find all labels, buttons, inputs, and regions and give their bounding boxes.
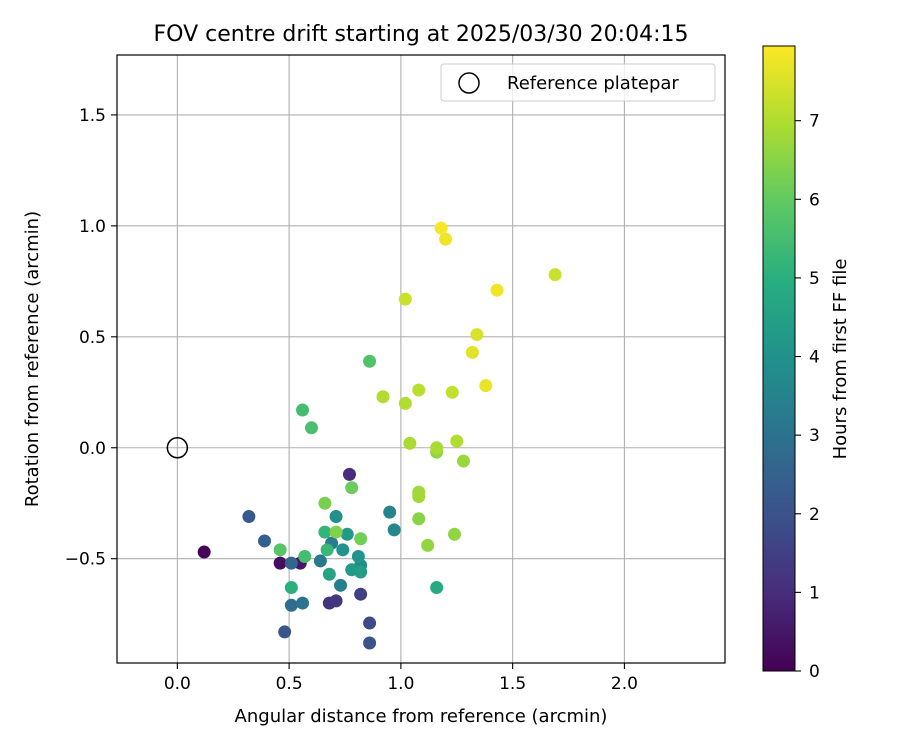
data-point <box>322 567 336 581</box>
data-point <box>398 396 412 410</box>
reference-platepar-marker <box>166 437 189 459</box>
colorbar-ticks: 0 1 2 3 4 5 6 7 <box>795 112 820 682</box>
data-point <box>450 434 464 448</box>
data-point <box>318 525 332 539</box>
data-point <box>470 328 484 342</box>
data-point <box>412 383 426 397</box>
data-point <box>465 345 479 359</box>
data-point <box>363 354 377 368</box>
data-point <box>242 510 256 524</box>
plot-frame <box>116 54 726 664</box>
data-point <box>298 549 312 563</box>
data-point <box>284 556 298 570</box>
data-point <box>434 221 448 235</box>
colorbar-tick-label: 1 <box>809 583 820 603</box>
data-point <box>354 587 368 601</box>
legend: Reference platepar <box>440 63 716 102</box>
data-point <box>296 403 310 417</box>
data-point <box>445 385 459 399</box>
data-point <box>354 532 368 546</box>
data-point <box>273 543 287 557</box>
data-point <box>342 467 356 481</box>
data-point <box>296 596 310 610</box>
y-tick-label: 0.5 <box>79 328 106 348</box>
data-point <box>273 556 287 570</box>
y-axis-label: Rotation from reference (arcmin) <box>22 211 43 507</box>
reference-layer <box>166 437 189 459</box>
grid-lines <box>117 55 725 663</box>
legend-label-reference-platepar: Reference platepar <box>507 73 679 94</box>
data-point <box>320 543 334 557</box>
x-tick-label: 1.0 <box>387 674 414 694</box>
colorbar-tick-label: 3 <box>809 426 820 446</box>
data-point <box>548 268 562 282</box>
x-tick-label: 0.0 <box>164 674 191 694</box>
data-point <box>376 390 390 404</box>
colorbar-tick-label: 6 <box>809 190 820 210</box>
legend-box <box>440 63 716 102</box>
colorbar-tick-label: 4 <box>809 348 820 368</box>
data-point <box>412 490 426 504</box>
data-point <box>318 496 332 510</box>
data-point <box>387 523 401 537</box>
data-point <box>313 554 327 568</box>
data-point <box>284 581 298 595</box>
data-point <box>421 538 435 552</box>
data-point <box>345 481 359 495</box>
data-point <box>363 616 377 630</box>
colorbar-tick-label: 7 <box>809 112 820 132</box>
data-point <box>398 292 412 306</box>
data-point <box>197 545 211 559</box>
y-tick-label: 1.5 <box>79 106 106 126</box>
data-point <box>354 565 368 579</box>
data-point <box>479 379 493 393</box>
colorbar: 0 1 2 3 4 5 6 7 Hours from first FF file <box>762 45 851 682</box>
data-point <box>456 454 470 468</box>
data-point <box>403 436 417 450</box>
colorbar-tick-label: 5 <box>809 269 820 289</box>
data-point <box>284 598 298 612</box>
data-point <box>412 512 426 526</box>
axis-ticks: 0.0 0.5 1.0 1.5 2.0 −0.5 0.0 0.5 1.0 1.5 <box>65 106 638 694</box>
x-tick-label: 0.5 <box>276 674 303 694</box>
y-tick-label: −0.5 <box>65 550 106 570</box>
data-point <box>258 534 272 548</box>
y-tick-label: 0.0 <box>79 439 106 459</box>
data-point <box>304 421 318 435</box>
data-point <box>430 441 444 455</box>
data-points <box>197 221 562 650</box>
legend-open-circle-marker <box>458 72 480 94</box>
chart-title: FOV centre drift starting at 2025/03/30 … <box>154 22 689 47</box>
data-point <box>363 636 377 650</box>
y-tick-label: 1.0 <box>79 217 106 237</box>
data-point <box>490 283 504 297</box>
data-point <box>351 549 365 563</box>
data-point <box>336 543 350 557</box>
colorbar-tick-label: 0 <box>809 662 820 682</box>
data-point <box>439 232 453 246</box>
x-tick-label: 1.5 <box>499 674 526 694</box>
data-point <box>340 527 354 541</box>
data-point <box>329 525 343 539</box>
data-point <box>448 527 462 541</box>
x-tick-label: 2.0 <box>611 674 638 694</box>
data-point <box>278 625 292 639</box>
colorbar-tick-label: 2 <box>809 505 820 525</box>
data-point <box>334 578 348 592</box>
data-point <box>430 581 444 595</box>
x-axis-label: Angular distance from reference (arcmin) <box>235 706 608 727</box>
colorbar-gradient <box>762 45 796 672</box>
data-point <box>329 594 343 608</box>
data-point <box>383 505 397 519</box>
data-point <box>329 510 343 524</box>
colorbar-label: Hours from first FF file <box>830 259 851 460</box>
